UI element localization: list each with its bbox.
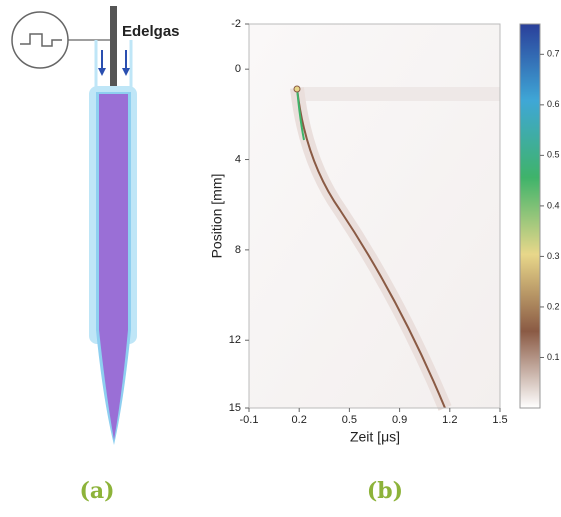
- caption: (b): [367, 478, 403, 504]
- heatmap-background: [249, 24, 500, 408]
- colorbar-tick-label: 0.6: [547, 99, 560, 109]
- heatmap-peak: [294, 86, 300, 92]
- colorbar-tick-label: 0.5: [547, 150, 560, 160]
- colorbar-tick-label: 0.1: [547, 352, 560, 362]
- colorbar: [520, 24, 540, 408]
- y-tick-label: -2: [231, 18, 241, 30]
- x-tick-label: 0.2: [292, 414, 307, 426]
- y-tick-label: 8: [235, 244, 241, 256]
- x-tick-label: 0.9: [392, 414, 407, 426]
- y-axis-label: Position [mm]: [209, 174, 225, 259]
- caption: (a): [79, 478, 114, 504]
- colorbar-tick-label: 0.3: [547, 251, 560, 261]
- y-tick-label: 4: [235, 153, 241, 165]
- y-tick-label: 12: [229, 334, 241, 346]
- x-tick-label: 0.5: [342, 414, 357, 426]
- colorbar-tick-label: 0.4: [547, 200, 560, 210]
- x-tick-label: 1.2: [442, 414, 457, 426]
- y-tick-label: 15: [229, 402, 241, 414]
- heatmap-band: [297, 87, 500, 101]
- x-axis-label: Zeit [μs]: [350, 429, 400, 445]
- colorbar-tick-label: 0.2: [547, 301, 560, 311]
- x-tick-label: -0.1: [240, 414, 259, 426]
- y-tick-label: 0: [235, 63, 241, 75]
- gas-label: Edelgas: [122, 23, 180, 40]
- x-tick-label: 1.5: [492, 414, 507, 426]
- figure: Edelgas (a) (b) Zeit [μs] Position [mm] …: [0, 0, 561, 512]
- jet-diagram: [12, 6, 133, 445]
- colorbar-tick-label: 0.7: [547, 49, 560, 59]
